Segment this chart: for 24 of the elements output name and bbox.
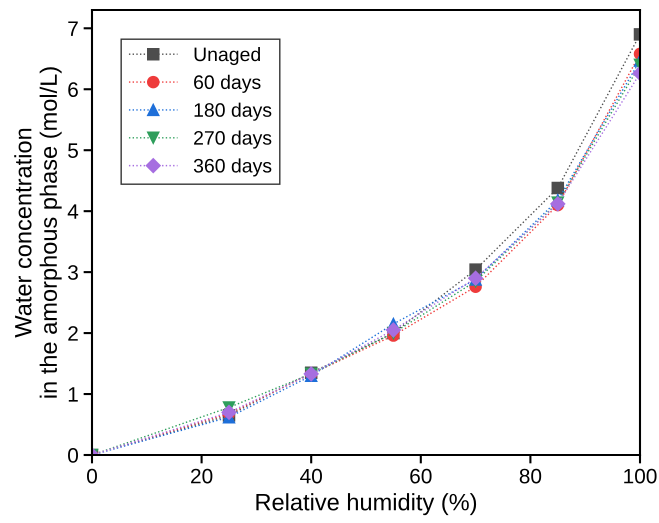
y-axis-title: Water concentration in the amorphous phase (mol/L) xyxy=(14,67,62,398)
x-tick-label: 20 xyxy=(191,468,212,484)
legend-label: 180 days xyxy=(194,102,272,121)
x-tick-label: 80 xyxy=(520,468,542,484)
y-tick-label: 7 xyxy=(68,22,78,36)
x-axis-title: Relative humidity (%) xyxy=(256,493,476,516)
legend-label: 60 days xyxy=(194,74,261,93)
point xyxy=(386,322,401,338)
point xyxy=(221,404,237,420)
x-tick-label: 100 xyxy=(624,468,657,484)
y-tick-label: 1 xyxy=(68,387,78,402)
legend-label: 360 days xyxy=(194,158,272,176)
y-tick-label: 0 xyxy=(68,448,78,463)
y-tick-label: 5 xyxy=(68,143,78,158)
y-tick-label: 4 xyxy=(68,204,78,219)
x-tick-label: 60 xyxy=(410,468,432,484)
y-tick-label: 2 xyxy=(68,326,78,341)
y-tick-label: 6 xyxy=(68,82,78,97)
point xyxy=(552,182,564,194)
legend-label: Unaged xyxy=(194,46,260,66)
x-tick-label: 40 xyxy=(300,468,322,484)
y-tick-label: 3 xyxy=(68,265,78,280)
x-tick-label: 0 xyxy=(87,468,97,484)
legend-label: 270 days xyxy=(194,130,272,149)
